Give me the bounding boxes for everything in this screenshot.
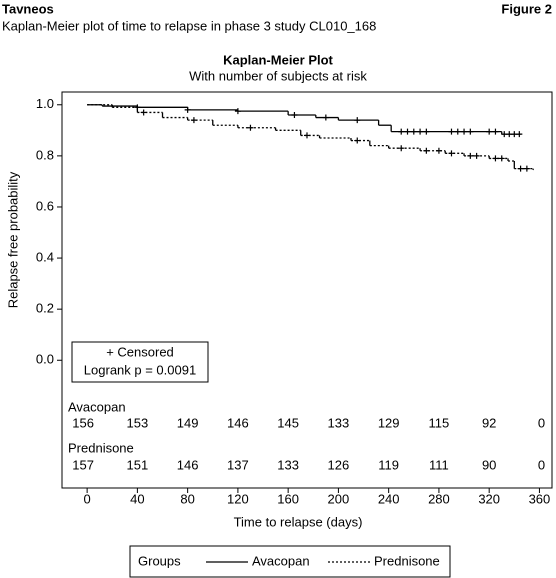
censor-mark [511,131,518,138]
at-risk-count: 133 [328,415,350,430]
at-risk-count: 90 [482,457,496,472]
at-risk-count: 115 [429,415,450,430]
chart-title: Kaplan-Meier Plot [223,52,333,67]
y-axis-label: Relapse free probability [5,171,20,308]
censor-mark [498,155,505,162]
product-name: Tavneos [2,1,54,16]
at-risk-count: 156 [72,415,94,430]
censored-note: + Censored [106,344,174,359]
x-tick-label: 120 [227,491,249,506]
legend-box [129,545,451,578]
legend-title: Groups [138,553,181,568]
plot-frame [61,91,553,489]
at-risk-count: 146 [227,415,249,430]
censor-mark [410,128,417,135]
y-tick-label: 1.0 [36,96,54,111]
censor-mark [291,111,298,118]
censor-mark [454,128,461,135]
figure-label: Figure 2 [501,1,552,16]
x-axis-label: Time to relapse (days) [234,514,363,529]
censor-mark [184,106,191,113]
x-tick-label: 40 [130,491,144,506]
x-tick-label: 200 [328,491,350,506]
censor-mark [501,131,508,138]
at-risk-count: 153 [127,415,149,430]
censor-mark [516,131,523,138]
censor-mark [404,128,411,135]
censor-mark [448,128,455,135]
at-risk-count: 133 [277,457,299,472]
logrank-note: Logrank p = 0.0091 [84,362,196,377]
censor-mark [417,128,424,135]
censor-mark [506,131,513,138]
censor-mark [467,128,474,135]
x-tick-label: 0 [84,491,91,506]
censor-mark [435,147,442,154]
censor-mark [517,165,524,172]
censor-mark [486,128,493,135]
at-risk-count: 111 [429,457,449,472]
censor-mark [322,114,329,121]
at-risk-count: 119 [378,457,399,472]
censor-mark [467,152,474,159]
censor-mark [492,155,499,162]
y-tick-label: 0.6 [36,198,54,213]
at-risk-count: 146 [177,457,199,472]
censor-mark [354,137,361,144]
at-risk-count: 0 [538,415,545,430]
censor-mark [492,128,499,135]
y-tick-label: 0.4 [36,250,54,265]
censor-mark [190,117,197,124]
censor-mark [234,108,241,115]
censor-mark [140,109,147,116]
censor-mark [354,117,361,124]
at-risk-count: 126 [328,457,350,472]
x-tick-label: 240 [378,491,400,506]
chart-subtitle: With number of subjects at risk [189,68,367,83]
x-tick-label: 320 [478,491,500,506]
risk-row-label: Avacopan [68,399,126,414]
censor-mark [423,147,430,154]
annotation-box [71,341,209,383]
censor-mark [423,128,430,135]
x-tick-label: 360 [529,491,551,506]
at-risk-count: 137 [227,457,249,472]
legend-label: Prednisone [374,553,440,568]
censor-mark [398,128,405,135]
at-risk-count: 145 [277,415,299,430]
censor-mark [398,145,405,152]
censor-mark [473,152,480,159]
y-tick-label: 0.2 [36,301,54,316]
censor-mark [448,150,455,157]
y-tick-label: 0.8 [36,147,54,162]
at-risk-count: 151 [127,457,149,472]
at-risk-count: 149 [177,415,199,430]
censor-mark [247,124,254,131]
risk-row-label: Prednisone [68,440,134,455]
caption: Kaplan-Meier plot of time to relapse in … [2,18,376,33]
at-risk-count: 92 [482,415,496,430]
at-risk-count: 157 [72,457,94,472]
x-tick-label: 80 [180,491,194,506]
x-tick-label: 160 [277,491,299,506]
censor-mark [523,165,530,172]
legend-label: Avacopan [252,553,310,568]
at-risk-count: 129 [378,415,400,430]
x-tick-label: 280 [428,491,450,506]
at-risk-count: 0 [538,457,545,472]
censor-mark [461,128,468,135]
y-tick-label: 0.0 [36,352,54,367]
censor-mark [304,132,310,139]
